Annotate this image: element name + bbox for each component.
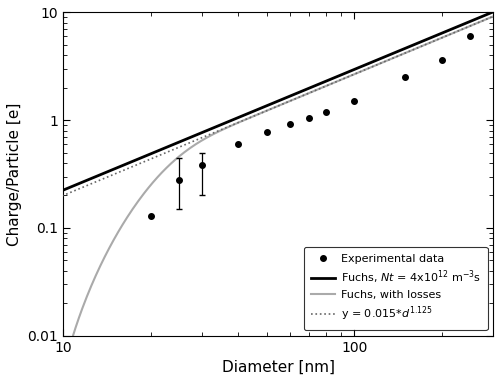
Y-axis label: Charge/Particle [e]: Charge/Particle [e] (7, 102, 22, 246)
Legend: Experimental data, Fuchs, $\mathit{Nt}$ = 4x10$^{12}$ m$^{-3}$s, Fuchs, with los: Experimental data, Fuchs, $\mathit{Nt}$ … (304, 247, 488, 330)
X-axis label: Diameter [nm]: Diameter [nm] (222, 360, 334, 375)
